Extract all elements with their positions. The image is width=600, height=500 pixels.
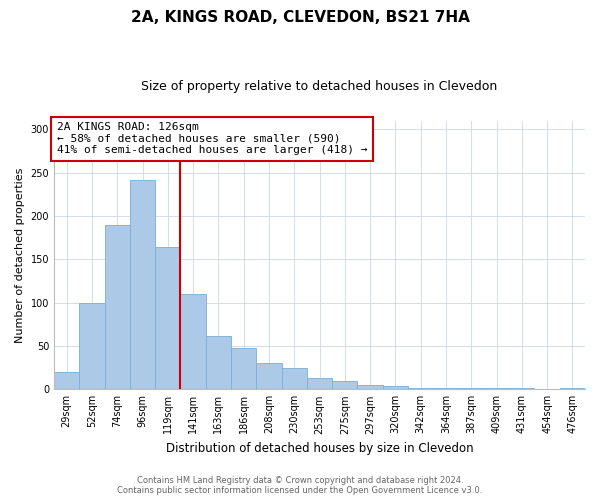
Bar (206, 336, 231, 390)
Bar (458, 388, 484, 390)
Bar (104, 224, 130, 390)
Bar (281, 368, 307, 390)
Bar (358, 385, 383, 390)
Bar (155, 247, 181, 390)
Text: Contains HM Land Registry data © Crown copyright and database right 2024.
Contai: Contains HM Land Registry data © Crown c… (118, 476, 482, 495)
Text: 2A KINGS ROAD: 126sqm
← 58% of detached houses are smaller (590)
41% of semi-det: 2A KINGS ROAD: 126sqm ← 58% of detached … (56, 122, 367, 156)
Bar (560, 388, 585, 390)
Bar (79, 304, 104, 390)
Bar (307, 378, 332, 390)
Title: Size of property relative to detached houses in Clevedon: Size of property relative to detached ho… (142, 80, 497, 93)
Bar (408, 388, 433, 390)
Bar (54, 372, 79, 390)
Bar (181, 294, 206, 390)
Text: 2A, KINGS ROAD, CLEVEDON, BS21 7HA: 2A, KINGS ROAD, CLEVEDON, BS21 7HA (131, 10, 469, 25)
Bar (256, 364, 281, 390)
Bar (130, 180, 155, 390)
Bar (509, 388, 535, 390)
Bar (332, 380, 358, 390)
Bar (383, 386, 408, 390)
X-axis label: Distribution of detached houses by size in Clevedon: Distribution of detached houses by size … (166, 442, 473, 455)
Bar (433, 388, 458, 390)
Bar (484, 388, 509, 390)
Y-axis label: Number of detached properties: Number of detached properties (15, 167, 25, 342)
Bar (231, 348, 256, 390)
